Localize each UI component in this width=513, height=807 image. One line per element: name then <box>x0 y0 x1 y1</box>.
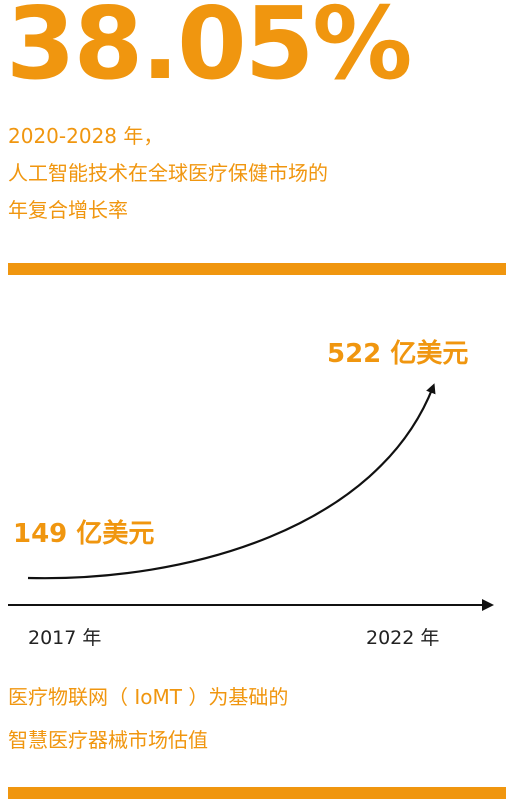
headline-line-1: 2020-2028 年， <box>8 124 164 148</box>
headline-stat: 38.05% <box>6 0 413 102</box>
footer-description: 医疗物联网（ IoMT ）为基础的 智慧医疗器械市场估值 <box>8 676 288 762</box>
divider-bar-top <box>8 263 506 275</box>
footer-line-2: 智慧医疗器械市场估值 <box>8 728 208 752</box>
headline-line-2: 人工智能技术在全球医疗保健市场的 <box>8 161 328 185</box>
footer-line-1: 医疗物联网（ IoMT ）为基础的 <box>8 685 289 709</box>
value-label-2022: 522 亿美元 <box>327 339 469 369</box>
headline-description: 2020-2028 年， 人工智能技术在全球医疗保健市场的 年复合增长率 <box>8 118 328 229</box>
headline-line-3: 年复合增长率 <box>8 198 128 222</box>
value-label-2017: 149 亿美元 <box>13 519 155 549</box>
year-label-2022: 2022 年 <box>366 627 440 649</box>
year-label-2017: 2017 年 <box>28 627 102 649</box>
growth-curve <box>27 383 436 580</box>
divider-bar-bottom <box>8 787 506 799</box>
